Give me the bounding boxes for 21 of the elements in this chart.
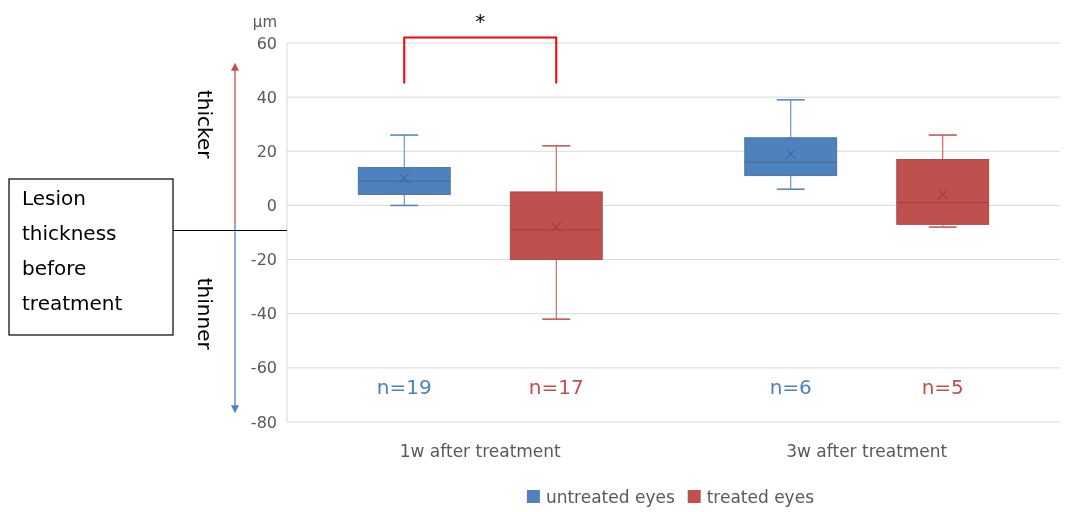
legend-label: treated eyes bbox=[706, 486, 815, 507]
text: n=6 bbox=[769, 374, 812, 399]
y-tick-label: 20 bbox=[256, 141, 277, 161]
x-tick-label: 1w after treatment bbox=[399, 441, 562, 461]
y-tick-label: 0 bbox=[266, 196, 277, 216]
y-tick-label: -60 bbox=[250, 358, 277, 378]
y-tick-label: -20 bbox=[250, 250, 277, 270]
text: thinner bbox=[193, 277, 217, 351]
text: Lesion thickness before treatment bbox=[22, 186, 123, 315]
text: * bbox=[475, 8, 486, 33]
text: thicker bbox=[193, 89, 217, 160]
text: n=5 bbox=[921, 374, 964, 399]
y-tick-label: -40 bbox=[250, 304, 277, 324]
text: n=17 bbox=[528, 374, 584, 399]
y-tick-label: -80 bbox=[250, 412, 277, 432]
legend-label: untreated eyes bbox=[545, 486, 675, 507]
y-tick-label: 60 bbox=[256, 33, 277, 53]
x-tick-label: 3w after treatment bbox=[786, 441, 948, 461]
y-axis-title: µm bbox=[252, 13, 277, 31]
y-tick-label: 40 bbox=[256, 87, 277, 107]
text: n=19 bbox=[376, 374, 432, 399]
